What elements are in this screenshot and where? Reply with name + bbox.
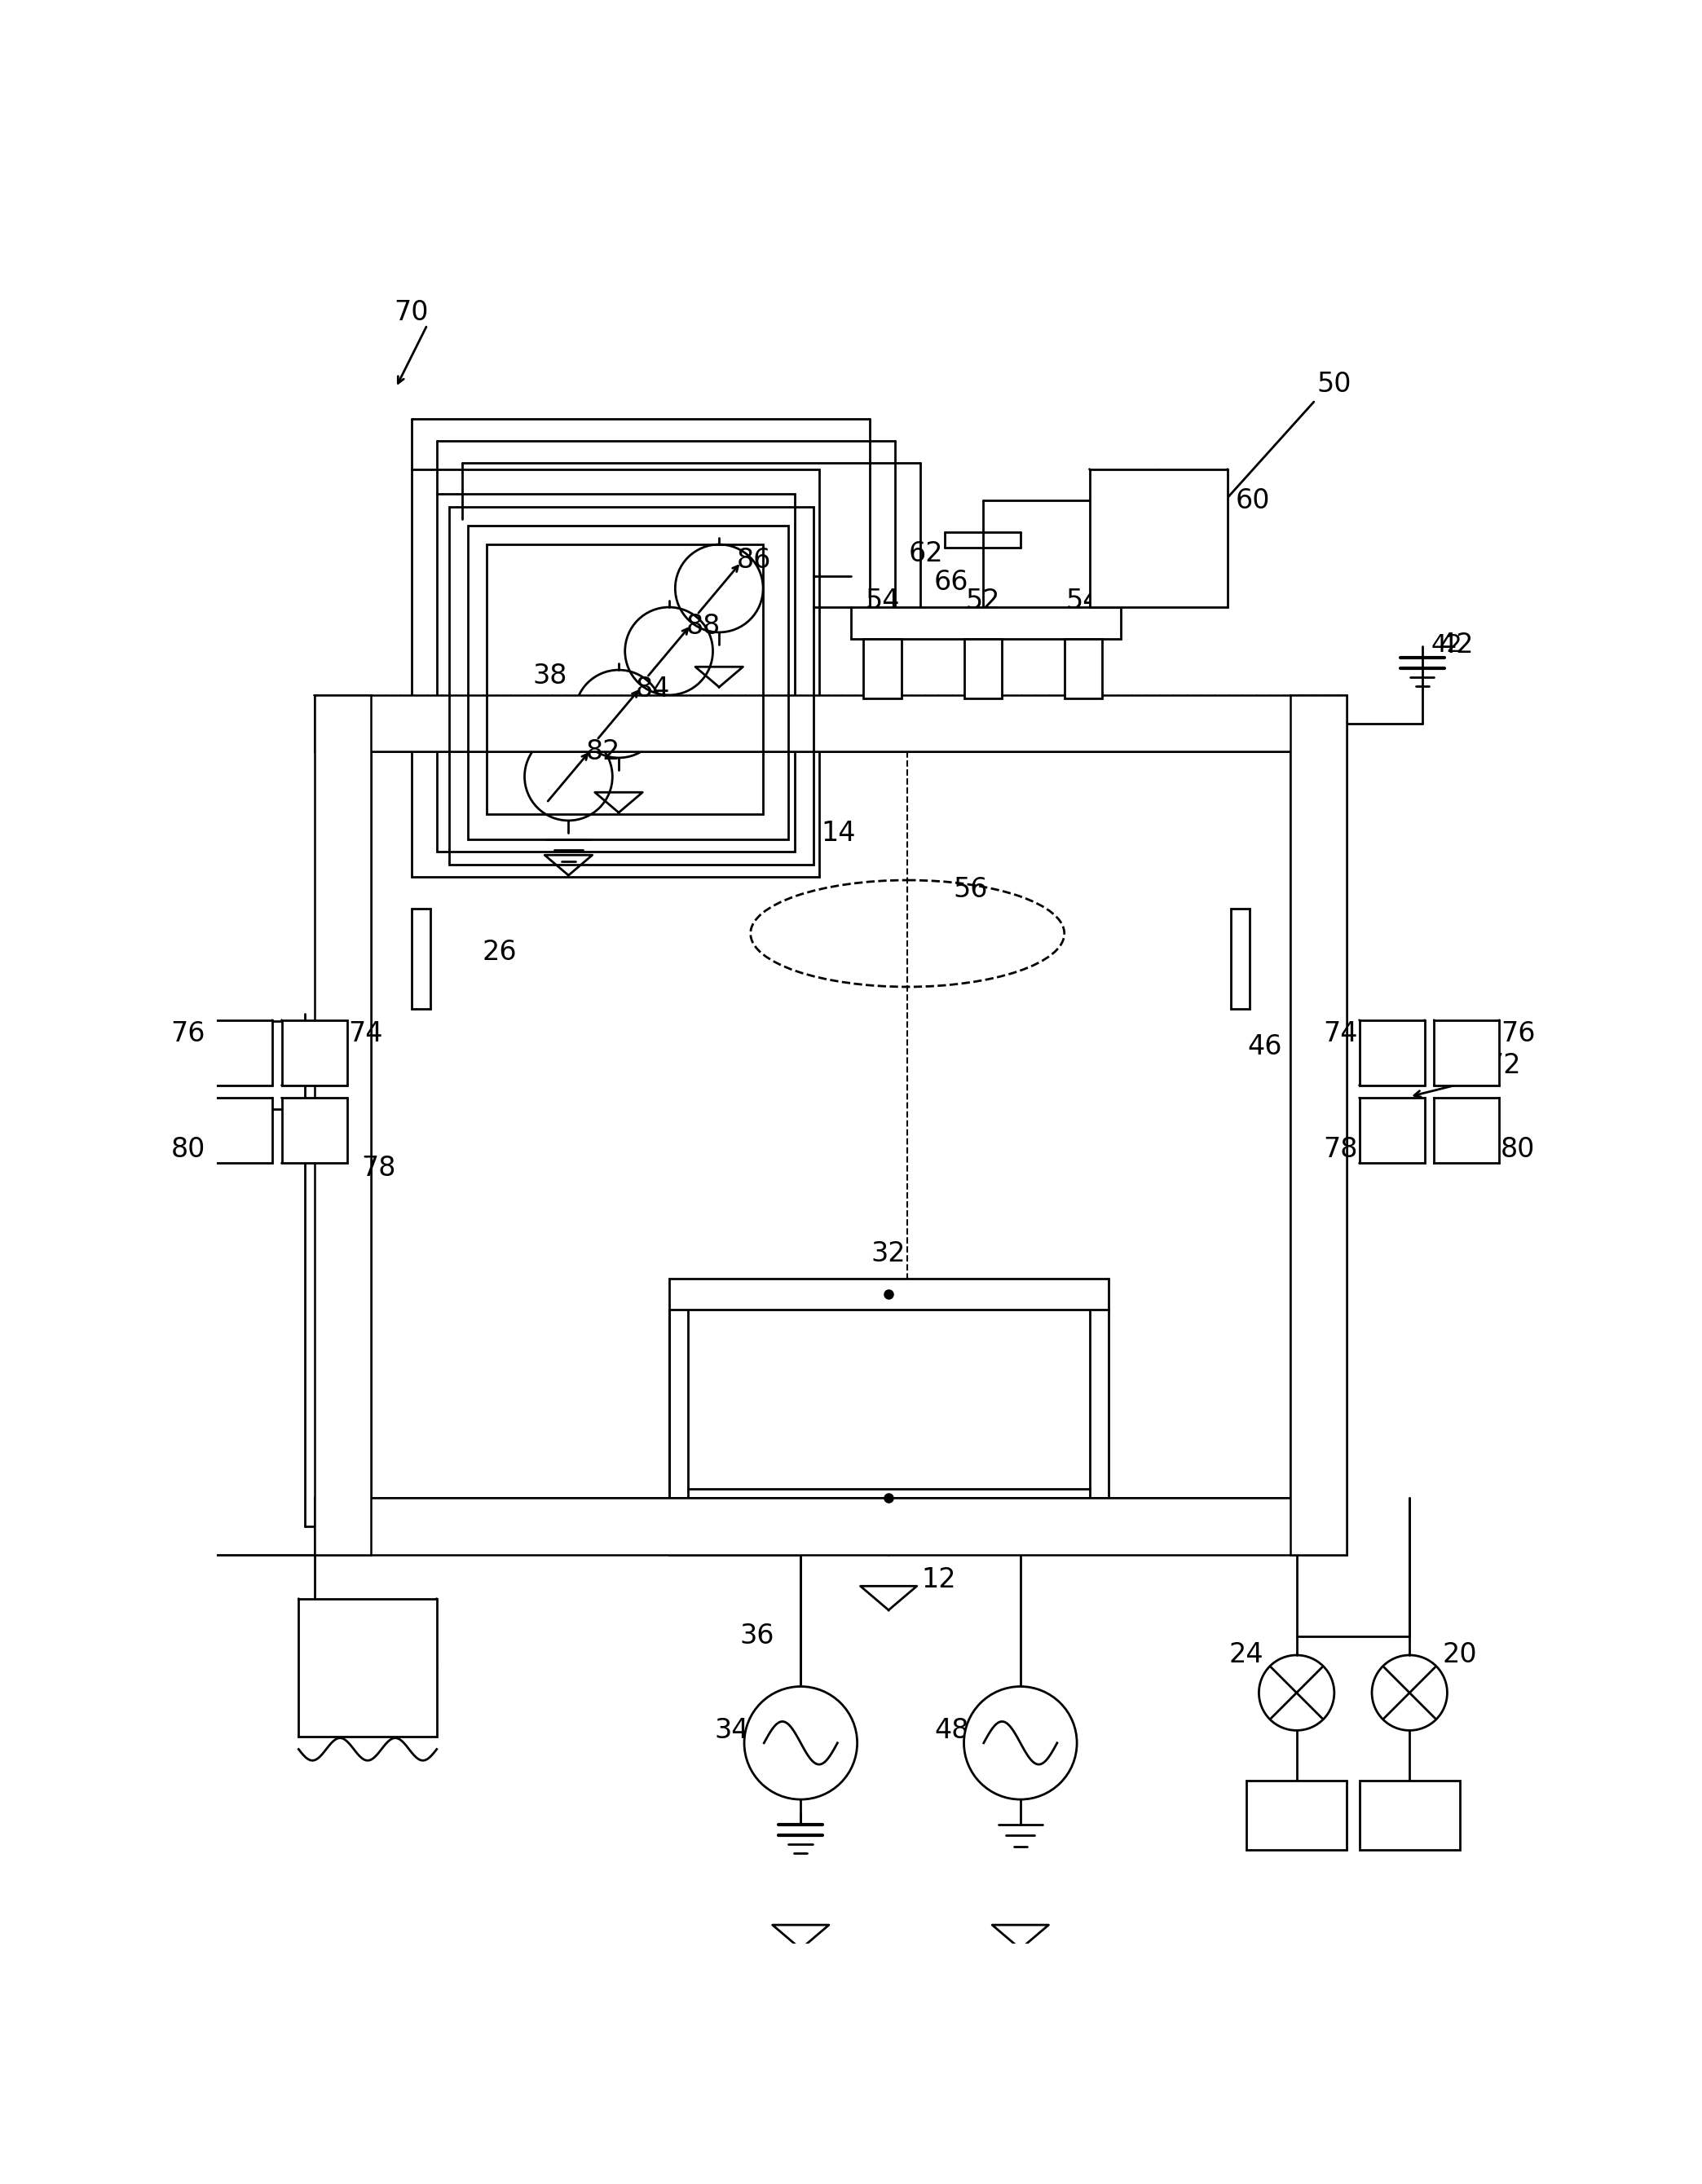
Bar bbox=[851, 607, 1122, 638]
Text: 76: 76 bbox=[1501, 1020, 1535, 1048]
Text: 38: 38 bbox=[533, 662, 567, 690]
Text: 74: 74 bbox=[1322, 1020, 1358, 1048]
Text: 78: 78 bbox=[361, 1155, 395, 1182]
Text: 56: 56 bbox=[953, 876, 987, 902]
Bar bbox=[487, 544, 762, 815]
Bar bbox=[1089, 470, 1227, 607]
Bar bbox=[1360, 1099, 1425, 1164]
Text: 70: 70 bbox=[395, 299, 429, 325]
Circle shape bbox=[963, 1686, 1077, 1800]
Bar bbox=[437, 494, 795, 852]
Bar bbox=[1360, 1020, 1425, 1085]
Text: 54: 54 bbox=[865, 587, 900, 614]
Text: 50: 50 bbox=[1317, 371, 1351, 397]
Bar bbox=[1064, 638, 1101, 699]
Bar bbox=[208, 1020, 272, 1085]
Text: 54: 54 bbox=[1065, 587, 1101, 614]
Bar bbox=[1246, 1780, 1346, 1850]
Text: 84: 84 bbox=[637, 675, 671, 703]
Text: 82: 82 bbox=[585, 738, 620, 764]
Text: 36: 36 bbox=[739, 1623, 774, 1649]
Text: 20: 20 bbox=[1442, 1642, 1477, 1669]
Text: 30: 30 bbox=[734, 1278, 768, 1304]
Text: 60: 60 bbox=[1236, 487, 1270, 513]
Bar bbox=[669, 1278, 1108, 1310]
Text: 48: 48 bbox=[934, 1717, 968, 1743]
Text: 78: 78 bbox=[1322, 1136, 1358, 1162]
Text: N: N bbox=[873, 657, 890, 679]
Bar bbox=[1435, 1020, 1499, 1085]
Bar bbox=[208, 1099, 272, 1164]
Bar bbox=[963, 638, 1001, 699]
Bar bbox=[1360, 1780, 1460, 1850]
Text: Ar: Ar bbox=[1394, 1802, 1426, 1828]
Bar bbox=[412, 909, 431, 1009]
Text: 76: 76 bbox=[170, 1020, 206, 1048]
Text: 86: 86 bbox=[737, 546, 771, 574]
Bar bbox=[468, 526, 788, 839]
Text: 12: 12 bbox=[921, 1566, 957, 1594]
Bar bbox=[281, 1020, 347, 1085]
Text: 52: 52 bbox=[965, 587, 1001, 614]
Text: 18: 18 bbox=[1392, 1824, 1426, 1850]
Text: 62: 62 bbox=[909, 539, 943, 568]
Text: N$_2$: N$_2$ bbox=[1278, 1800, 1314, 1830]
Text: 72: 72 bbox=[1486, 1053, 1522, 1079]
Text: 42: 42 bbox=[1440, 631, 1474, 657]
Text: 34: 34 bbox=[715, 1717, 749, 1743]
Text: 46: 46 bbox=[1248, 1033, 1283, 1059]
Bar bbox=[863, 638, 900, 699]
Bar bbox=[1231, 909, 1249, 1009]
Text: 14: 14 bbox=[820, 819, 856, 847]
Bar bbox=[412, 470, 820, 878]
Text: 80: 80 bbox=[170, 1136, 206, 1162]
Bar bbox=[281, 1099, 347, 1164]
Text: 26: 26 bbox=[482, 939, 517, 965]
Text: 16: 16 bbox=[313, 1623, 347, 1649]
Bar bbox=[315, 695, 371, 1555]
Text: 88: 88 bbox=[686, 612, 720, 640]
Text: S: S bbox=[975, 657, 991, 679]
Text: 42: 42 bbox=[1431, 633, 1464, 657]
Text: 80: 80 bbox=[1501, 1136, 1535, 1162]
Bar bbox=[315, 1498, 1346, 1555]
Bar bbox=[449, 507, 814, 865]
Circle shape bbox=[744, 1686, 858, 1800]
Bar bbox=[1435, 1099, 1499, 1164]
Text: 66: 66 bbox=[934, 568, 968, 596]
Text: 24: 24 bbox=[1229, 1642, 1263, 1669]
Text: N: N bbox=[1074, 657, 1091, 679]
Bar bbox=[315, 695, 1346, 751]
Bar bbox=[298, 1599, 437, 1736]
Bar bbox=[1290, 695, 1346, 1555]
Text: 32: 32 bbox=[871, 1241, 905, 1267]
Text: 22: 22 bbox=[1280, 1824, 1314, 1850]
Text: 74: 74 bbox=[349, 1020, 383, 1048]
